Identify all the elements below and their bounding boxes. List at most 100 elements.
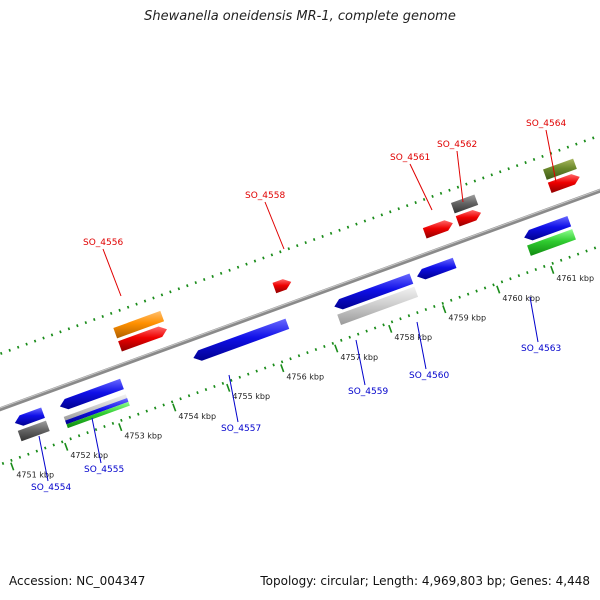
gene-box-red xyxy=(118,326,167,352)
tick-mark xyxy=(93,318,96,322)
tick-mark xyxy=(0,351,3,355)
tick-mark xyxy=(490,173,494,177)
gene-label-so_4555: SO_4555 xyxy=(84,465,124,475)
tick-mark xyxy=(213,384,216,388)
kbp-label: 4752 kbp xyxy=(70,451,108,460)
tick-mark xyxy=(365,329,368,333)
gene-box-lightgray xyxy=(337,286,419,325)
tick-mark xyxy=(44,446,47,450)
tick-mark xyxy=(382,323,385,327)
tick-mark xyxy=(84,321,88,325)
tick-mark xyxy=(583,139,587,143)
tick-mark xyxy=(331,341,335,345)
tick-mark xyxy=(568,255,571,259)
kbp-tick xyxy=(280,364,285,373)
tick-mark xyxy=(338,228,341,232)
gene-box-blue xyxy=(417,257,457,280)
gene-box-blue xyxy=(14,407,45,426)
gene-box-cyan xyxy=(66,401,130,429)
tick-mark xyxy=(356,332,360,336)
tick-mark xyxy=(348,335,351,339)
tick-mark xyxy=(187,394,191,398)
gene-box-orange xyxy=(113,310,165,339)
label-leader-line xyxy=(102,248,122,297)
gene-box-blue xyxy=(524,215,572,241)
tick-mark xyxy=(473,179,477,183)
tick-mark xyxy=(247,372,250,376)
tick-mark xyxy=(128,415,132,419)
tick-mark xyxy=(321,234,324,238)
tick-mark xyxy=(441,301,445,305)
gene-label-so_4561: SO_4561 xyxy=(390,153,430,163)
tick-mark xyxy=(143,299,147,303)
tick-mark xyxy=(59,330,62,334)
tick-mark xyxy=(593,246,597,250)
tick-mark xyxy=(289,357,292,361)
tick-mark xyxy=(340,338,343,342)
tick-mark xyxy=(262,256,265,260)
tick-mark xyxy=(211,274,214,278)
tick-mark xyxy=(551,261,554,265)
tick-mark xyxy=(407,314,411,318)
kbp-label: 4755 kbp xyxy=(232,392,270,401)
tick-mark xyxy=(33,339,37,343)
kbp-tick xyxy=(496,285,501,294)
tick-mark xyxy=(126,305,130,309)
tick-mark xyxy=(194,281,198,285)
genome-summary-text: Topology: circular; Length: 4,969,803 bp… xyxy=(260,574,590,588)
kbp-label: 4759 kbp xyxy=(448,313,486,322)
tick-mark xyxy=(287,247,291,251)
tick-mark xyxy=(329,231,333,235)
tick-mark xyxy=(456,185,460,189)
tick-mark xyxy=(86,431,89,435)
tick-mark xyxy=(449,298,453,302)
tick-mark xyxy=(433,304,436,308)
label-leader-line xyxy=(355,339,366,386)
kbp-tick xyxy=(442,305,447,314)
gene-box-red xyxy=(455,210,482,227)
kbp-tick xyxy=(388,324,393,333)
tick-mark xyxy=(238,375,242,379)
tick-mark xyxy=(162,403,165,407)
tick-mark xyxy=(507,167,510,171)
tick-mark xyxy=(500,280,504,284)
tick-mark xyxy=(297,354,301,358)
tick-mark xyxy=(42,336,45,340)
tick-mark xyxy=(373,326,377,330)
label-leader-line xyxy=(38,435,49,482)
tick-mark xyxy=(111,421,115,425)
tick-mark xyxy=(312,237,316,242)
tick-mark xyxy=(228,268,231,272)
tick-mark xyxy=(431,194,434,198)
tick-mark xyxy=(204,388,208,392)
tick-mark xyxy=(576,252,580,256)
chromosome-backbone xyxy=(0,188,600,412)
accession-text: Accession: NC_004347 xyxy=(9,574,146,588)
tick-mark xyxy=(526,271,529,275)
kbp-tick xyxy=(334,344,339,353)
tick-mark xyxy=(18,455,22,459)
tick-mark xyxy=(380,213,384,217)
kbp-tick xyxy=(10,462,15,471)
tick-mark xyxy=(405,204,409,208)
gene-label-so_4564: SO_4564 xyxy=(526,119,566,129)
label-leader-line xyxy=(545,129,557,183)
gene-box-red xyxy=(547,174,580,194)
tick-mark xyxy=(135,302,138,306)
gene-box-green xyxy=(527,229,576,256)
kbp-label: 4760 kbp xyxy=(502,294,540,303)
gene-label-so_4554: SO_4554 xyxy=(31,483,71,493)
gene-box-olive xyxy=(543,158,577,180)
tick-mark xyxy=(543,264,546,268)
tick-mark xyxy=(532,157,536,161)
tick-mark xyxy=(35,449,39,453)
tick-mark xyxy=(372,216,375,220)
tick-mark xyxy=(77,434,81,438)
gene-label-so_4562: SO_4562 xyxy=(437,140,477,150)
gene-label-so_4558: SO_4558 xyxy=(245,191,285,201)
tick-mark xyxy=(559,258,563,262)
tick-mark xyxy=(8,348,11,352)
tick-mark xyxy=(465,182,468,186)
tick-mark xyxy=(94,428,98,432)
